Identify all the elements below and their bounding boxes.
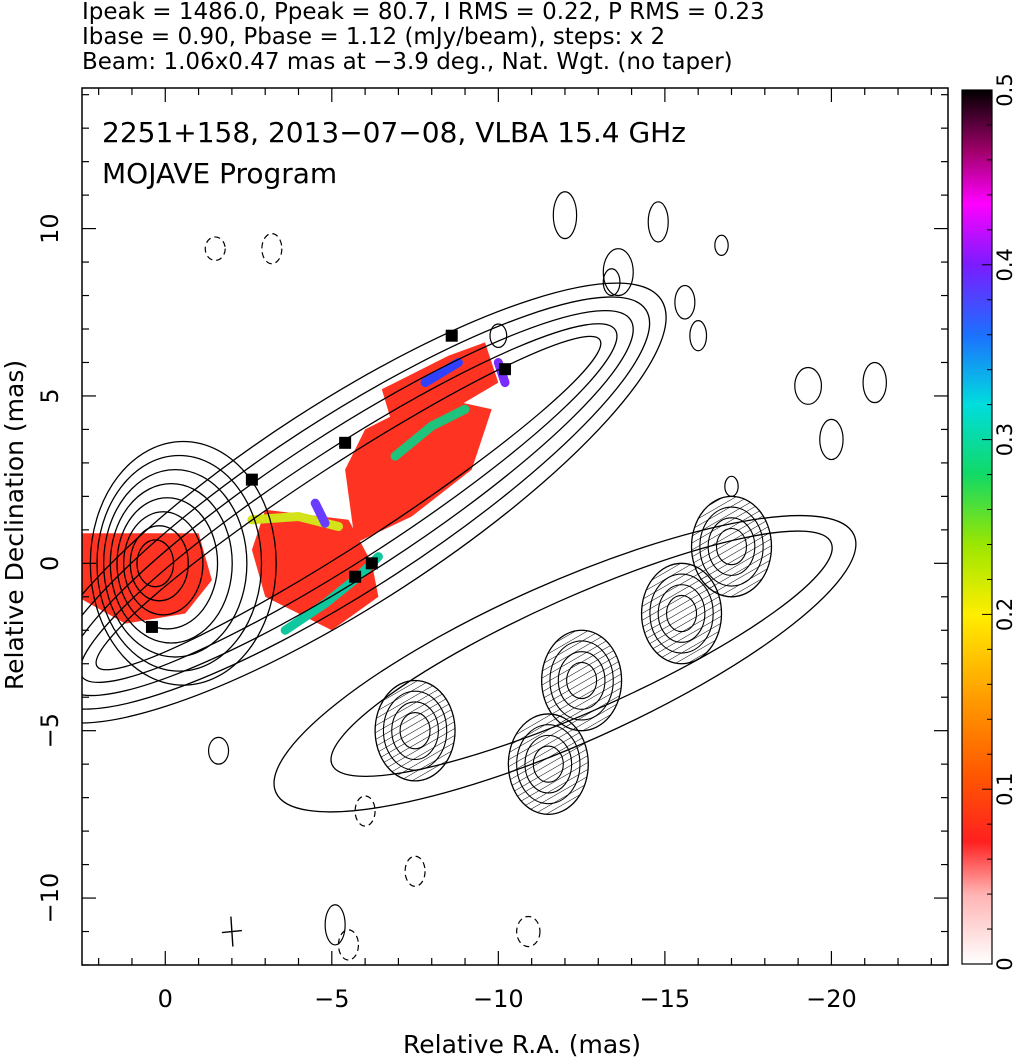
x-tick-label: −5 [314,985,349,1013]
noise-contour [647,201,669,243]
colorbar-tick-label: 0.4 [993,248,1017,281]
x-axis-label: Relative R.A. (mas) [403,1030,641,1059]
colorbar-tick-label: 0.2 [993,598,1017,631]
noise-contour [689,320,708,352]
x-tick-label: −10 [473,985,524,1013]
colorbar-tick-label: 0.5 [993,73,1017,106]
colorbar [961,89,993,965]
colorbar-tick-label: 0.3 [993,423,1017,456]
noise-contour [552,191,578,240]
polarization-pixel [499,363,512,376]
feature-contour [273,514,857,813]
polarization-pixel [365,557,378,570]
jet-contour [95,335,602,671]
y-axis-label: Relative Declination (mas) [0,360,29,690]
jet-contour [82,296,651,710]
negative-contour [261,233,283,265]
noise-contour [724,475,739,497]
jet-component-contour [399,712,431,750]
polarization-patch [381,342,499,423]
jet-component-contour [391,701,439,761]
header-line-peak: Ipeak = 1486.0, Ppeak = 80.7, I RMS = 0.… [82,0,765,25]
jet-component [690,495,773,598]
x-tick-label: −20 [806,985,857,1013]
noise-contour [602,268,621,297]
colorbar-tick-label: 0.1 [993,772,1017,805]
noise-contour [602,248,634,297]
jet-contour [82,282,667,724]
negative-contour [354,795,376,827]
core-contour [122,511,204,616]
noise-contour [489,323,508,349]
negative-contour [337,929,360,961]
colorbar-tick-label: 0 [993,957,1017,970]
y-tick-label: −5 [36,713,64,748]
jet-component-contour [524,734,573,794]
jet-contour [82,309,634,697]
noise-contour [819,418,844,461]
polarization-patch [345,396,492,544]
polarization-edge [420,358,463,388]
polarization-pixel [349,570,362,583]
negative-contour [204,236,226,261]
polarization-edge [390,404,470,461]
noise-contour [714,234,729,256]
jet-component [540,629,623,732]
negative-contour [404,855,426,887]
y-tick-label: 0 [36,556,64,571]
jet-component-contour [649,573,714,654]
polarization-edge [310,498,330,528]
polarization-patch [82,533,212,624]
jet-component-contour [557,651,606,710]
noise-contour [862,361,887,404]
header-line-beam: Beam: 1.06x0.47 mas at −3.9 deg., Nat. W… [82,49,733,75]
jet-component-contour [549,640,614,721]
noise-contour [794,366,823,405]
y-tick-label: 5 [36,388,64,403]
plot-frame [81,87,949,966]
polarization-patch [251,509,379,631]
jet-component-contour [715,527,748,566]
negative-contour [516,915,541,948]
annotation-source: 2251+158, 2013−07−08, VLBA 15.4 GHz [102,116,686,149]
jet-component-contour [699,506,764,587]
y-tick-label: −10 [36,873,64,924]
beam-marker [230,916,234,947]
jet-component-contour [382,690,448,771]
core-contour [96,454,263,672]
jet-component [374,679,456,782]
noise-contour [324,904,346,946]
noise-contour [207,736,230,765]
jet-component-contour [566,661,598,700]
noise-contour [674,284,696,320]
core-contour [102,468,248,658]
x-tick-label: 0 [158,985,173,1013]
jet-contour [82,323,618,684]
jet-component-contour [516,724,581,805]
annotation-program: MOJAVE Program [102,157,337,190]
core-contour [136,539,175,588]
jet-component [640,562,723,665]
polarization-pixel [339,436,352,449]
header-line-base: Ibase = 0.90, Pbase = 1.12 (mJy/beam), s… [82,24,666,50]
y-tick-label: 10 [36,213,64,244]
jet-component-contour [665,594,698,633]
x-tick-label: −15 [640,985,691,1013]
jet-component-contour [657,584,706,643]
jet-component-contour [532,745,564,783]
core-contour [116,497,219,630]
jet-component-contour [707,517,756,576]
jet-component [507,713,589,816]
